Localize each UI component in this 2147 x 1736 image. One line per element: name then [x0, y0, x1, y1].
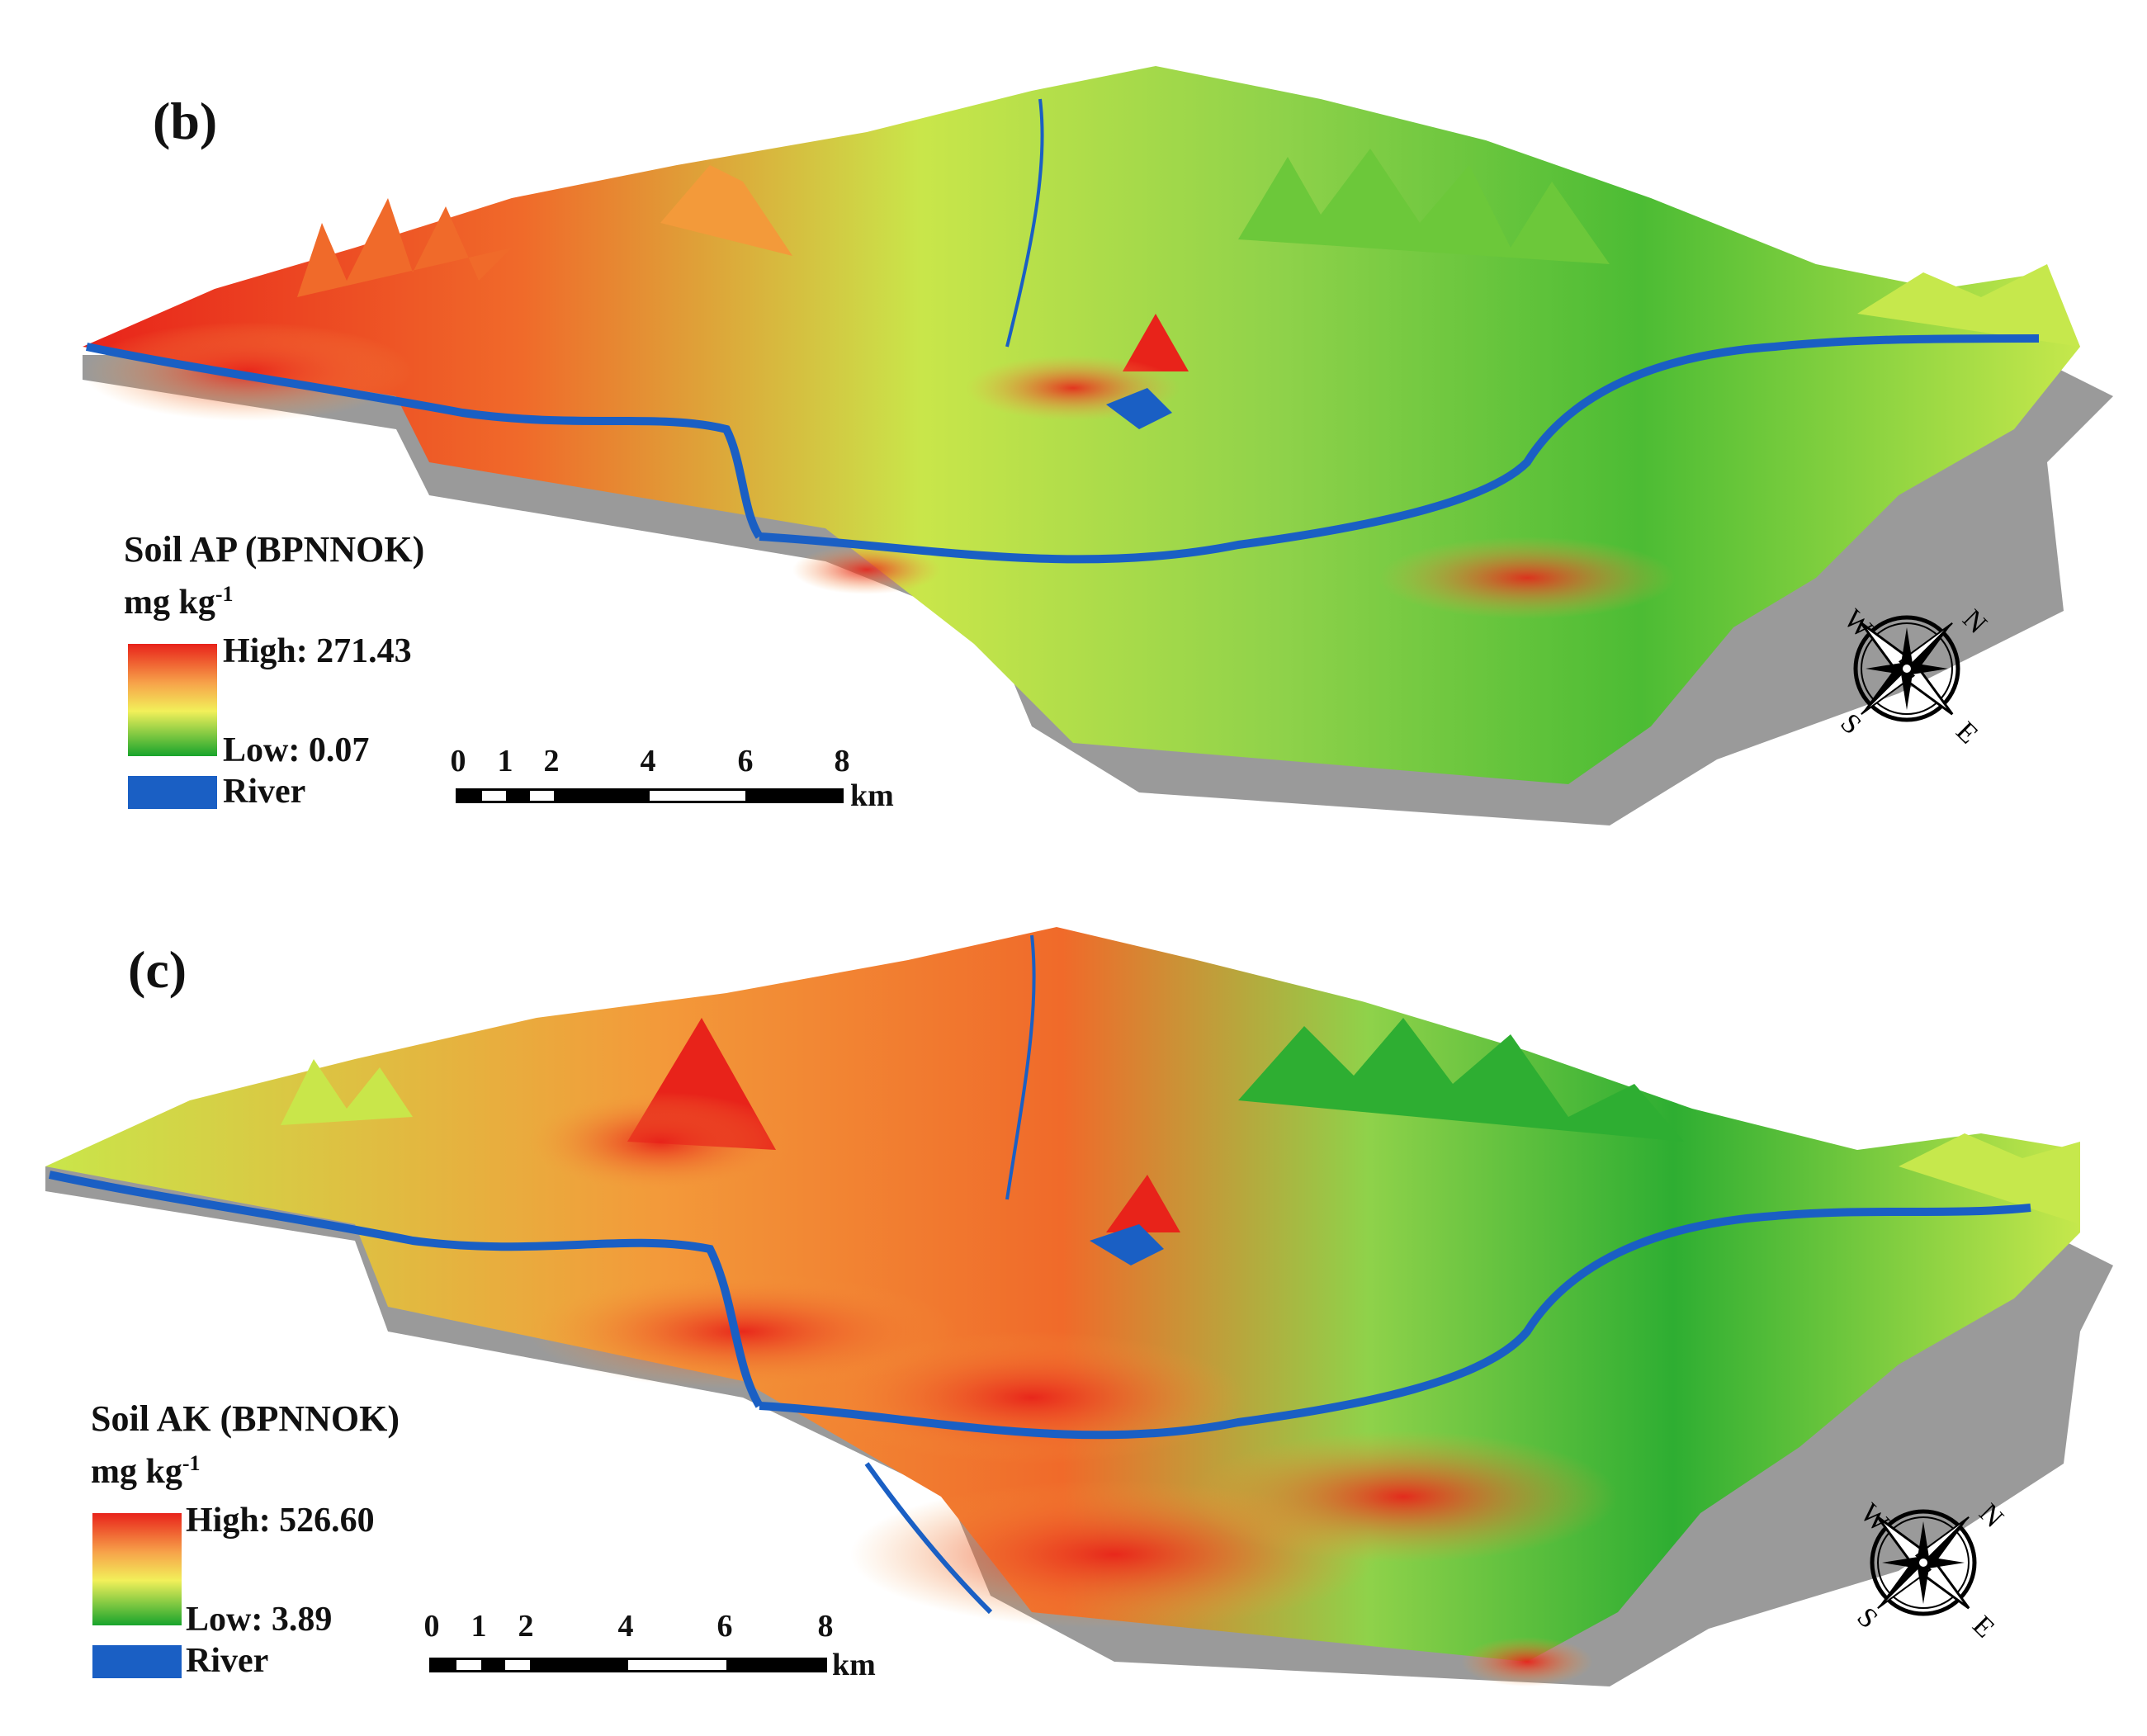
scale-bar	[429, 1658, 827, 1672]
river-swatch	[92, 1645, 182, 1678]
peaks-northeast	[1857, 264, 2080, 347]
map-panel-b: (b) Soil AP (BPNNOK) mg kg-1 High: 271.4…	[0, 0, 2147, 867]
scale-tick: 8	[817, 1609, 834, 1644]
hotspot	[83, 322, 413, 421]
scale-tick: 1	[471, 1609, 487, 1644]
lake	[1090, 1224, 1164, 1265]
color-ramp	[128, 644, 217, 756]
river	[1005, 98, 1044, 348]
scale-tick: 0	[450, 744, 466, 778]
river	[759, 334, 2040, 564]
map-panel-c: (c) Soil AK (BPNNOK) mg kg-1 High: 526.6…	[0, 869, 2147, 1736]
hotspot	[1189, 1431, 1618, 1563]
compass-n: N	[1956, 603, 1989, 640]
color-ramp	[92, 1513, 182, 1625]
compass-e: E	[1966, 1610, 2000, 1644]
compass-e: E	[1950, 716, 1984, 750]
scale-tick: 2	[543, 744, 560, 778]
scale-bar	[456, 788, 844, 803]
scale-tick: 4	[640, 744, 656, 778]
hotspot	[528, 1274, 958, 1389]
scale-tick: 8	[834, 744, 850, 778]
peaks-west	[297, 198, 512, 297]
scale-unit: km	[850, 778, 894, 813]
terrain-map-ak	[45, 927, 2113, 1686]
compass-n: N	[1973, 1497, 2006, 1534]
legend-title: Soil AK (BPNNOK)	[91, 1398, 400, 1439]
low-label: Low: 0.07	[223, 731, 370, 769]
hotspot	[528, 1092, 792, 1191]
peaks-east	[1238, 1018, 1684, 1142]
hotspot	[1461, 1637, 1593, 1686]
peaks-west	[281, 1059, 413, 1125]
scale-tick: 4	[617, 1609, 634, 1644]
low-label: Low: 3.89	[186, 1601, 333, 1639]
river	[1005, 934, 1036, 1200]
river-label: River	[186, 1642, 269, 1680]
high-label: High: 526.60	[186, 1502, 375, 1540]
peaks-east	[1238, 149, 1610, 264]
peak-center	[1106, 1175, 1180, 1232]
scale-tick: 2	[518, 1609, 534, 1644]
peak-center	[1123, 314, 1189, 371]
river	[85, 343, 764, 539]
river	[48, 1171, 764, 1408]
hotspot	[1379, 537, 1676, 619]
scale-tick: 6	[737, 744, 754, 778]
legend-unit: mg kg-1	[124, 582, 234, 622]
lake	[1106, 388, 1172, 429]
legend-unit: mg kg-1	[91, 1451, 201, 1491]
scale-tick: 6	[716, 1609, 733, 1644]
terrain-map-ap	[83, 66, 2113, 825]
river-label: River	[223, 773, 306, 811]
panel-label: (b)	[153, 92, 218, 150]
legend-title: Soil AP (BPNNOK)	[124, 529, 425, 570]
scale-unit: km	[832, 1648, 876, 1682]
hotspot	[817, 1332, 1246, 1464]
hotspot	[792, 545, 941, 594]
river-swatch	[128, 776, 217, 809]
peaks-north	[660, 165, 792, 256]
scale-tick: 1	[497, 744, 513, 778]
peaks-northeast	[1899, 1133, 2080, 1224]
panel-label: (c)	[128, 940, 187, 999]
high-label: High: 271.43	[223, 632, 412, 670]
compass-rose-icon: N E S W	[1834, 603, 1989, 750]
river	[864, 1462, 993, 1615]
scale-tick: 0	[423, 1609, 440, 1644]
compass-rose-icon: N E S W	[1851, 1497, 2006, 1644]
river	[759, 1204, 2031, 1440]
